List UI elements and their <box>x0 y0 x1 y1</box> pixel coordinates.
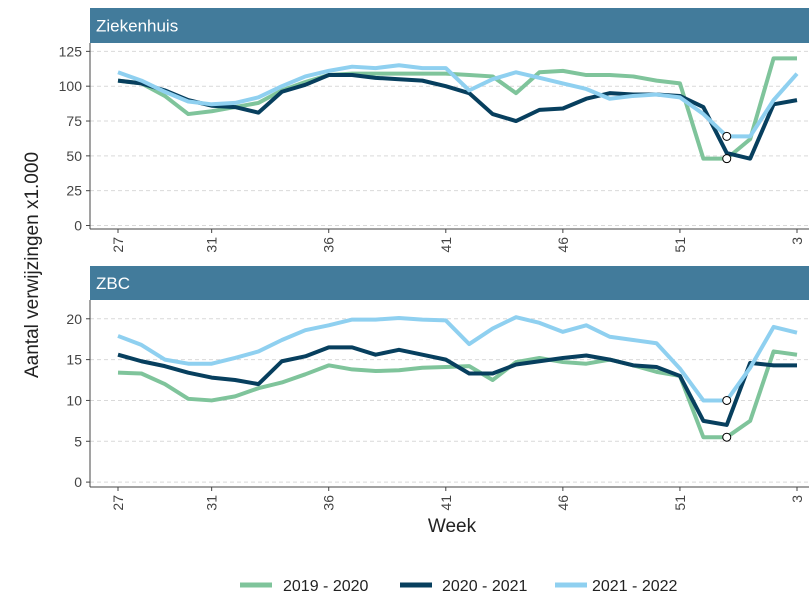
highlight-point <box>722 395 732 405</box>
y-tick-label: 20 <box>66 311 82 327</box>
y-axis-label: Aantal verwijzingen x1.000 <box>22 152 43 378</box>
y-tick-label: 25 <box>66 183 82 199</box>
y-tick-label: 100 <box>59 78 83 94</box>
y-tick-label: 0 <box>74 474 82 490</box>
y-tick-label: 5 <box>74 433 82 449</box>
highlight-point <box>722 154 732 164</box>
panel-title: Ziekenhuis <box>96 17 178 36</box>
highlight-point <box>722 131 732 141</box>
y-tick-label: 10 <box>66 392 82 408</box>
series-line <box>117 73 798 161</box>
x-tick-label: 31 <box>204 237 220 253</box>
y-tick-label: 0 <box>74 218 82 234</box>
y-tick-label: 50 <box>66 148 82 164</box>
x-tick-label: 41 <box>438 495 454 511</box>
strip <box>90 8 809 43</box>
x-tick-label: 36 <box>321 237 337 253</box>
legend-label: 2020 - 2021 <box>442 578 528 595</box>
series-line <box>117 345 797 427</box>
highlight-point <box>722 432 732 442</box>
x-tick-label: 36 <box>321 495 337 511</box>
series-line <box>117 315 798 403</box>
y-tick-label: 15 <box>66 352 82 368</box>
x-tick-label: 51 <box>672 237 688 253</box>
x-tick-label: 31 <box>204 495 220 511</box>
x-tick-label: 41 <box>438 237 454 253</box>
legend-label: 2021 - 2022 <box>592 578 678 595</box>
series-line <box>117 63 799 139</box>
x-axis-label: Week <box>428 516 477 537</box>
strip <box>90 266 809 300</box>
panel-title: ZBC <box>96 274 130 293</box>
x-tick-label: 27 <box>110 495 126 511</box>
x-tick-label: 27 <box>110 237 126 253</box>
x-tick-label: 3 <box>789 237 805 245</box>
legend-label: 2019 - 2020 <box>283 578 369 595</box>
x-tick-label: 3 <box>789 495 805 503</box>
y-tick-label: 75 <box>66 113 82 129</box>
y-tick-label: 125 <box>59 43 83 59</box>
x-tick-label: 46 <box>555 237 571 253</box>
x-tick-label: 46 <box>555 495 571 511</box>
x-tick-label: 51 <box>672 495 688 511</box>
